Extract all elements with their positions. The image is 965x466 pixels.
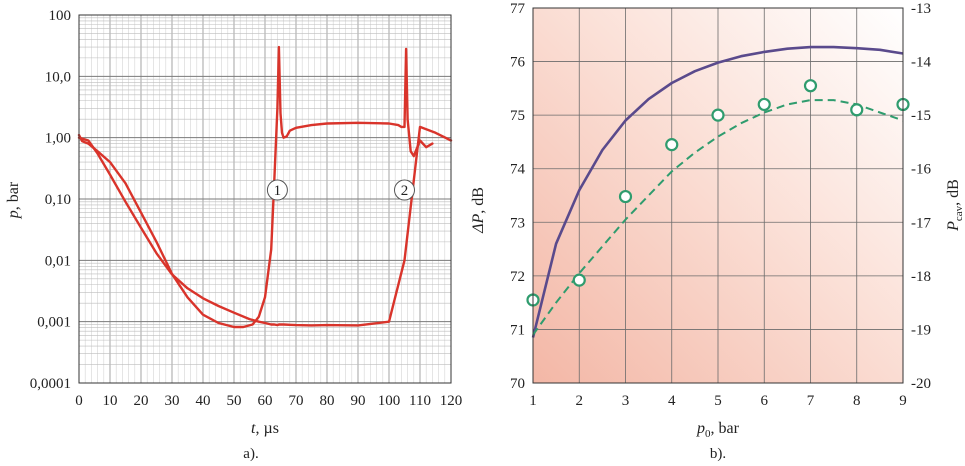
chart-b-y-right-tick-label: -16 (911, 162, 931, 178)
chart-a-x-tick-label: 110 (409, 393, 431, 409)
chart-b-series-solid-line (531, 45, 904, 338)
chart-b-data-point (850, 103, 864, 117)
chart-a-y-unit: , bar (5, 181, 22, 210)
chart-b-x-tick-label: 7 (807, 393, 815, 409)
chart-b-y-ticks-left: 70 71 72 73 74 75 76 77 (510, 1, 526, 392)
chart-b-x-ticks: 1 2 3 4 5 6 7 8 9 (529, 393, 907, 409)
chart-b-x-tick-label: 3 (622, 393, 630, 409)
chart-a-annotation-label-2: 2 (401, 183, 409, 199)
chart-b-y-right-tick-label: -19 (911, 322, 931, 338)
chart-b-y-right-tick-label: -14 (911, 55, 931, 71)
chart-a-x-var: t (251, 420, 256, 437)
chart-b-caption: b). (710, 446, 726, 462)
chart-a-annotation-label-1: 1 (274, 183, 282, 199)
chart-a-y-tick-label: 0,01 (45, 253, 71, 269)
chart-a-x-axis-label: t, µs (251, 420, 279, 437)
chart-a-lines (77, 45, 453, 329)
chart-a-x-tick-label: 100 (378, 393, 401, 409)
chart-b-y-left-tick-label: 70 (510, 376, 525, 392)
chart-a-annotation-circle-1 (266, 179, 288, 201)
chart-b-y-right-axis-label: Pcav, dB (945, 179, 965, 232)
chart-b-x-tick-label: 8 (853, 393, 861, 409)
chart-b-y-left-tick-label: 74 (510, 162, 526, 178)
chart-a-x-ticks: 0 10 20 30 40 50 60 70 80 90 100 110 120 (75, 393, 462, 409)
chart-a-frame (78, 14, 452, 384)
chart-a-x-tick-label: 50 (227, 393, 242, 409)
chart-a-y-ticks: 0,0001 0,001 0,01 0,10 1,00 10,0 100 (30, 8, 71, 392)
chart-a-x-tick-label: 0 (75, 393, 83, 409)
chart-b-data-point (711, 108, 725, 122)
chart-a-x-tick-label: 60 (258, 393, 273, 409)
chart-b-data-point (618, 189, 633, 204)
chart-b-x-tick-label: 9 (899, 393, 907, 409)
chart-b-y-left-tick-label: 76 (510, 55, 526, 71)
chart-b-x-unit: , bar (711, 420, 740, 437)
chart-b-y-right-tick-label: -15 (911, 108, 931, 124)
chart-b-lines (531, 45, 904, 338)
chart-b-series-dashed-line (532, 99, 904, 336)
chart-b-x-tick-label: 4 (668, 393, 676, 409)
chart-a-y-tick-label: 100 (49, 8, 72, 24)
chart-a-x-tick-label: 10 (103, 393, 118, 409)
chart-b-y-right-var: P (945, 221, 962, 232)
chart-b-y-right-unit: , dB (945, 179, 962, 206)
chart-a-x-tick-label: 80 (320, 393, 335, 409)
chart-a-y-var: p (5, 210, 22, 219)
chart-b-y-right-tick-label: -17 (911, 215, 931, 231)
chart-a-series-line-1 (77, 125, 453, 327)
chart-b-x-var: p (696, 420, 705, 437)
chart-b-y-left-tick-label: 77 (510, 1, 526, 17)
chart-a-y-tick-label: 0,10 (45, 192, 71, 208)
chart-b-x-tick-label: 6 (761, 393, 769, 409)
chart-a-caption: a). (243, 446, 258, 462)
chart-b-data-point (757, 97, 771, 112)
chart-b-y-right-tick-label: -18 (911, 269, 931, 285)
chart-a-x-tick-label: 70 (289, 393, 304, 409)
chart-b-y-left-tick-label: 75 (510, 108, 525, 124)
chart-b-y-left-var: ΔP (470, 214, 487, 234)
chart-b-y-left-tick-label: 73 (510, 215, 525, 231)
chart-a-y-tick-label: 1,00 (45, 131, 71, 147)
chart-b-y-right-tick-label: -20 (911, 376, 931, 392)
chart-a-x-tick-label: 20 (134, 393, 149, 409)
chart-b-data-point (572, 273, 586, 287)
chart-b-data-point (665, 138, 679, 152)
chart-a-x-tick-label: 40 (196, 393, 211, 409)
chart-b-y-ticks-right: -20 -19 -18 -17 -16 -15 -14 -13 (911, 1, 931, 392)
chart-b-frame (532, 7, 904, 384)
chart-b-x-tick-label: 5 (714, 393, 722, 409)
chart-b-grid (533, 8, 903, 383)
chart-a-x-unit: , µs (256, 420, 279, 437)
chart-b-y-right-sub: cav (953, 205, 965, 221)
chart-b-data-point (803, 79, 818, 93)
chart-b-y-left-unit: , dB (470, 187, 487, 214)
chart-a-x-tick-label: 120 (440, 393, 463, 409)
chart-a-x-tick-label: 30 (165, 393, 180, 409)
chart-a-annotation-circle-2 (394, 179, 415, 201)
chart-a-series-line-2 (77, 45, 434, 329)
chart-b-x-axis-label: p0, bar (696, 420, 740, 440)
chart-b-y-left-tick-label: 71 (510, 322, 525, 338)
chart-b-y-right-tick-label: -13 (911, 1, 931, 17)
chart-b-x-tick-label: 2 (576, 393, 584, 409)
chart-b-x-sub: 0 (705, 428, 711, 440)
chart-b-y-left-tick-label: 72 (510, 269, 525, 285)
chart-b-y-left-axis-label: ΔP, dB (470, 187, 487, 234)
chart-a-y-axis-label: p, bar (5, 181, 22, 219)
chart-a-y-tick-label: 0,001 (37, 315, 71, 331)
chart-a-y-tick-label: 0,0001 (30, 376, 71, 392)
chart-a-y-tick-label: 10,0 (45, 69, 71, 85)
chart-b-x-tick-label: 1 (529, 393, 537, 409)
chart-a-x-tick-label: 90 (351, 393, 366, 409)
